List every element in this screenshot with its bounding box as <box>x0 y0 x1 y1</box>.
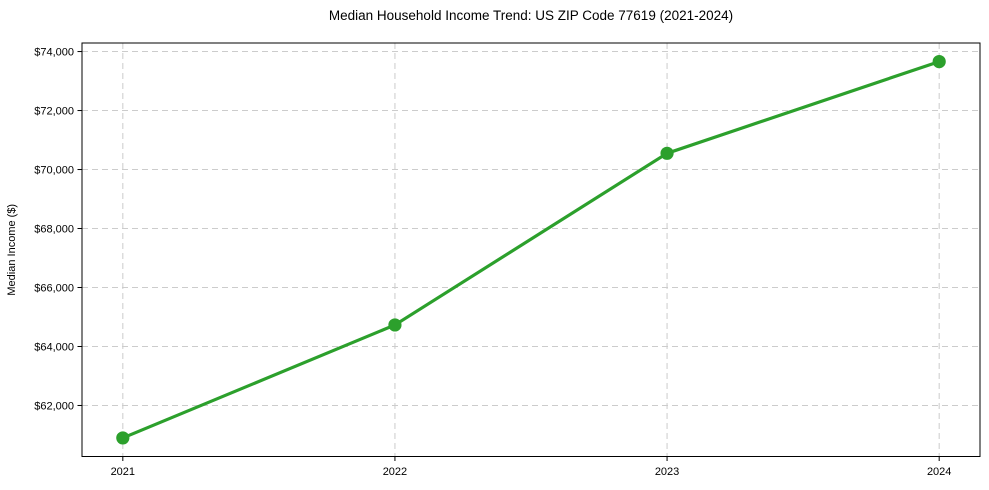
y-tick-label: $72,000 <box>34 105 74 117</box>
y-tick-label: $64,000 <box>34 341 74 353</box>
y-axis-label: Median Income ($) <box>6 204 18 296</box>
x-tick-label: 2024 <box>927 466 951 478</box>
trend-line <box>121 59 941 440</box>
data-point-2023 <box>660 146 674 160</box>
y-tick-label: $74,000 <box>34 46 74 58</box>
y-tick-label: $66,000 <box>34 282 74 294</box>
x-tick-label: 2023 <box>655 466 679 478</box>
y-tick-label: $68,000 <box>34 223 74 235</box>
chart-title: Median Household Income Trend: US ZIP Co… <box>328 8 734 23</box>
data-point-2024 <box>932 54 946 69</box>
x-tick-label: 2021 <box>111 466 135 478</box>
data-point-2022 <box>388 318 402 332</box>
y-tick-label: $70,000 <box>34 164 74 176</box>
x-tick-label: 2022 <box>383 466 407 478</box>
y-tick-label: $62,000 <box>34 400 74 412</box>
plot-border <box>81 42 981 457</box>
data-point-2021 <box>116 431 130 445</box>
